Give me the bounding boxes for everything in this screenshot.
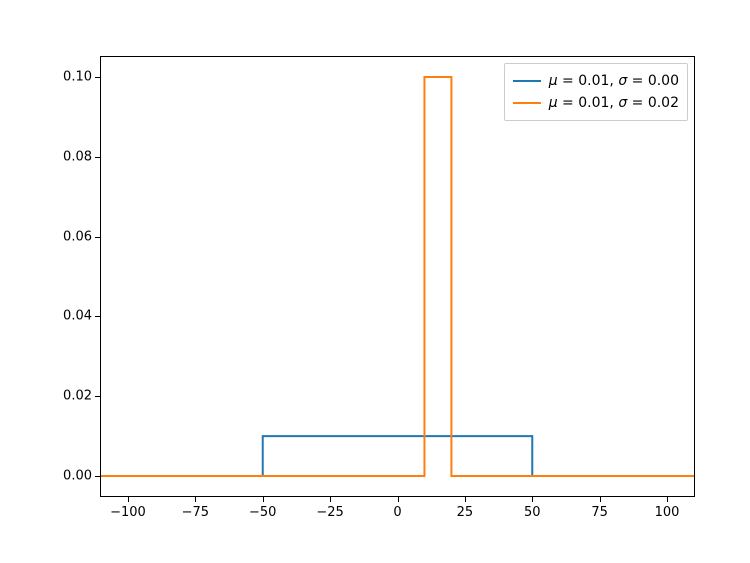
ytick-label: 0.02	[58, 389, 92, 404]
ytick-mark	[95, 476, 100, 477]
xtick-mark	[465, 497, 466, 502]
xtick-label: −25	[316, 505, 343, 520]
legend-swatch	[513, 80, 541, 82]
series-line-0	[101, 436, 694, 476]
xtick-label: −50	[249, 505, 276, 520]
ytick-label: 0.08	[58, 149, 92, 164]
ytick-mark	[95, 157, 100, 158]
xtick-mark	[667, 497, 668, 502]
ytick-mark	[95, 77, 100, 78]
ytick-label: 0.06	[58, 229, 92, 244]
xtick-mark	[532, 497, 533, 502]
series-line-1	[101, 77, 694, 476]
ytick-mark	[95, 237, 100, 238]
legend-label: μ = 0.01, σ = 0.02	[549, 95, 679, 111]
xtick-label: 0	[393, 505, 401, 520]
xtick-mark	[398, 497, 399, 502]
ytick-label: 0.00	[58, 469, 92, 484]
chart-lines	[101, 57, 694, 496]
xtick-label: 50	[524, 505, 541, 520]
ytick-mark	[95, 316, 100, 317]
figure: μ = 0.01, σ = 0.00 μ = 0.01, σ = 0.02 −10…	[0, 0, 750, 563]
plot-area: μ = 0.01, σ = 0.00 μ = 0.01, σ = 0.02	[100, 56, 695, 497]
ytick-label: 0.04	[58, 309, 92, 324]
xtick-label: 100	[655, 505, 680, 520]
xtick-label: 25	[457, 505, 474, 520]
xtick-label: 75	[591, 505, 608, 520]
legend-row-0: μ = 0.01, σ = 0.00	[513, 70, 679, 92]
xtick-mark	[128, 497, 129, 502]
xtick-mark	[263, 497, 264, 502]
legend-label: μ = 0.01, σ = 0.00	[549, 73, 679, 89]
xtick-mark	[600, 497, 601, 502]
xtick-label: −100	[110, 505, 146, 520]
xtick-label: −75	[182, 505, 209, 520]
xtick-mark	[330, 497, 331, 502]
legend: μ = 0.01, σ = 0.00 μ = 0.01, σ = 0.02	[504, 63, 688, 121]
ytick-label: 0.10	[58, 69, 92, 84]
legend-row-1: μ = 0.01, σ = 0.02	[513, 92, 679, 114]
legend-swatch	[513, 102, 541, 104]
xtick-mark	[195, 497, 196, 502]
ytick-mark	[95, 396, 100, 397]
